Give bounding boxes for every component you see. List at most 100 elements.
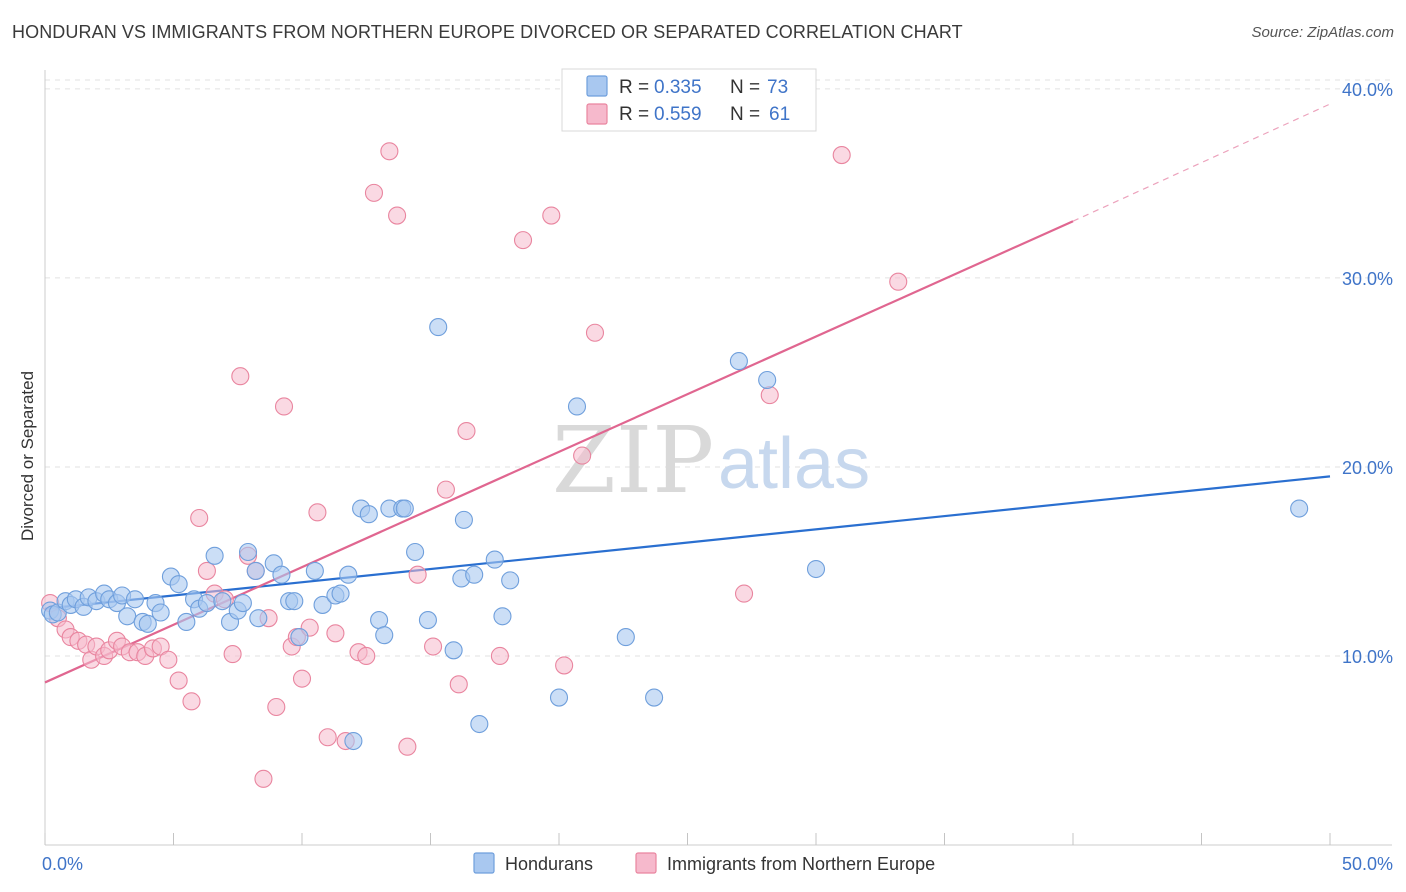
point-northern-europe-60 [889,272,908,291]
point-northern-europe-53 [542,206,561,225]
point-hondurans-45 [359,505,378,524]
point-northern-europe-45 [398,737,417,756]
point-northern-europe-59 [832,146,851,165]
point-hondurans-68 [806,559,826,579]
point-northern-europe-57 [734,584,754,603]
point-northern-europe-38 [326,624,345,643]
point-hondurans-30 [238,542,258,562]
point-hondurans-26 [213,592,232,611]
legend-box: R = 0.335 N = 73 R = 0.559 N = 61 [561,68,817,132]
point-northern-europe-43 [380,142,399,161]
y-tick-label-0: 10.0% [1342,647,1393,667]
point-hondurans-31 [246,561,265,580]
point-northern-europe-58 [760,386,779,405]
point-hondurans-16 [138,614,157,633]
axes [44,70,1392,846]
bottom-legend-label-pink: Immigrants from Northern Europe [667,854,935,874]
watermark-atlas: atlas [718,424,870,504]
point-hondurans-65 [645,688,664,707]
point-northern-europe-25 [231,367,250,386]
point-hondurans-36 [285,592,304,611]
point-hondurans-59 [485,550,504,569]
point-northern-europe-46 [408,565,427,584]
point-hondurans-69 [1290,499,1309,518]
bottom-legend-label-blue: Hondurans [505,854,593,874]
point-hondurans-24 [197,593,216,613]
point-northern-europe-56 [585,323,605,342]
legend-r-label-pink: R = [619,104,649,125]
point-northern-europe-28 [254,769,273,788]
point-hondurans-38 [305,561,324,580]
point-northern-europe-37 [318,728,337,747]
point-hondurans-25 [205,546,224,565]
point-hondurans-67 [758,370,777,390]
point-hondurans-20 [169,575,188,594]
watermark: ZIP atlas [552,407,870,514]
data-points [41,142,1309,788]
trend-line-northern-europe-extension [1072,103,1331,222]
point-hondurans-63 [567,397,587,416]
point-hondurans-61 [501,571,520,590]
point-hondurans-21 [177,612,196,632]
point-northern-europe-30 [267,697,286,717]
point-northern-europe-18 [169,671,188,690]
point-hondurans-56 [454,510,473,529]
point-hondurans-39 [313,595,332,614]
y-tick-label-3: 40.0% [1342,80,1393,100]
legend-swatch-blue [586,75,608,97]
legend-swatch-pink [586,103,608,125]
point-hondurans-53 [429,318,448,337]
legend-n-value-blue: 73 [767,77,788,98]
point-hondurans-14 [125,590,144,609]
point-hondurans-37 [290,628,309,647]
point-hondurans-62 [549,688,569,707]
y-tick-labels: 10.0% 20.0% 30.0% 40.0% [1342,80,1393,667]
point-northern-europe-21 [197,561,216,580]
point-hondurans-66 [729,352,748,371]
point-hondurans-42 [339,565,358,584]
point-northern-europe-34 [292,669,312,688]
point-northern-europe-17 [159,650,178,669]
point-northern-europe-51 [490,646,509,666]
series-northern-europe [41,142,908,788]
source-label: Source: ZipAtlas.com [1251,24,1394,41]
point-hondurans-57 [465,565,484,584]
point-northern-europe-55 [573,446,592,465]
x-tick-label-min: 0.0% [42,854,83,874]
point-hondurans-32 [249,609,268,628]
legend-r-value-blue: 0.335 [654,77,702,98]
point-hondurans-41 [331,584,350,603]
bottom-legend: Hondurans Immigrants from Northern Europ… [473,852,935,874]
point-northern-europe-50 [457,421,476,441]
point-hondurans-60 [493,607,512,626]
point-hondurans-58 [470,714,489,734]
y-axis-label: Divorced or Separated [18,371,37,541]
bottom-legend-swatch-pink [635,852,657,874]
legend-n-label-blue: N = [730,77,760,98]
legend-n-value-pink: 61 [769,104,790,125]
point-northern-europe-42 [364,183,384,202]
point-hondurans-64 [616,628,635,647]
point-hondurans-43 [344,731,363,751]
point-hondurans-13 [118,607,137,626]
series-hondurans [41,318,1309,751]
point-northern-europe-49 [449,675,468,694]
chart-title: HONDURAN VS IMMIGRANTS FROM NORTHERN EUR… [12,22,963,42]
point-hondurans-46 [370,611,389,630]
point-hondurans-51 [406,542,425,562]
legend-n-label-pink: N = [730,104,760,125]
y-tick-label-2: 30.0% [1342,269,1393,289]
point-hondurans-34 [272,565,291,584]
legend-r-value-pink: 0.559 [654,104,702,125]
point-hondurans-47 [375,626,394,645]
point-hondurans-52 [418,611,437,630]
point-northern-europe-48 [436,480,455,499]
x-tick-label-max: 50.0% [1342,854,1393,874]
point-northern-europe-44 [388,206,407,225]
point-northern-europe-54 [555,656,574,675]
point-northern-europe-41 [357,646,376,666]
point-northern-europe-31 [274,397,294,416]
point-northern-europe-20 [190,508,209,528]
point-northern-europe-52 [513,231,533,250]
